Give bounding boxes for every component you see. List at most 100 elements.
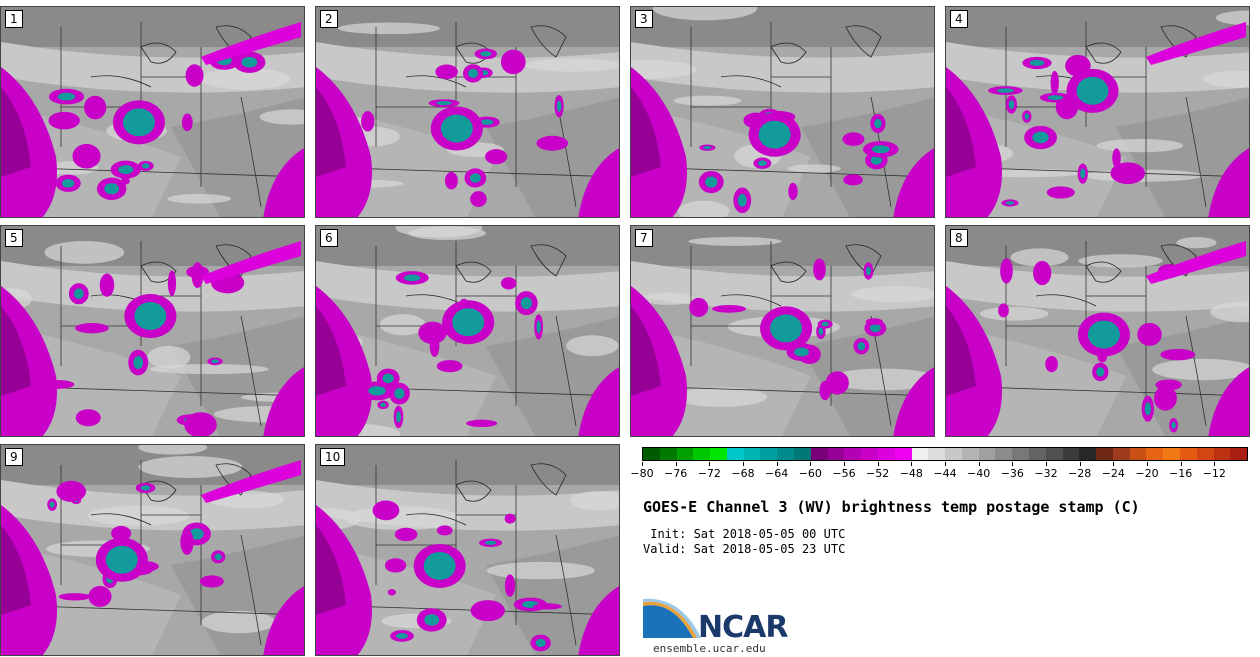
wv-map [1, 226, 304, 436]
colorbar-swatch [726, 448, 744, 460]
colorbar-tick-label: −52 [866, 467, 890, 480]
map-panel: 7 [630, 225, 935, 437]
colorbar-swatch [743, 448, 761, 460]
map-panel: 5 [0, 225, 305, 437]
colorbar-tick [911, 462, 913, 466]
colorbar-tick-label: −64 [765, 467, 789, 480]
colorbar-tick-label: −44 [933, 467, 957, 480]
panel-number: 8 [950, 229, 968, 247]
colorbar-tick [776, 462, 778, 466]
colorbar-tick-label: −36 [1000, 467, 1024, 480]
map-panel: 6 [315, 225, 620, 437]
colorbar-swatch [894, 448, 912, 460]
colorbar-ticks: −80 −76 −72 −68 −64 −60 −56 −52 −48 −44 −40 −36 −32−… [630, 462, 1248, 482]
colorbar-swatch [827, 448, 845, 460]
colorbar-tick [810, 462, 812, 466]
colorbar-tick-label: −72 [697, 467, 721, 480]
colorbar-swatch [794, 448, 811, 460]
colorbar-swatch [928, 448, 946, 460]
wv-map [631, 226, 934, 436]
colorbar-swatch [1012, 448, 1029, 460]
colorbar-tick [642, 462, 643, 466]
map-panel: 4 [945, 6, 1250, 218]
ncar-logo-text: NCAR [698, 610, 788, 645]
colorbar-tick-label: −80 [630, 467, 654, 480]
colorbar-tick-label: −32 [1034, 467, 1058, 480]
colorbar-tick [844, 462, 845, 466]
panel-number: 7 [635, 229, 653, 247]
colorbar-swatch [978, 448, 996, 460]
colorbar-swatch [877, 448, 895, 460]
colorbar-swatch [1129, 448, 1147, 460]
colorbar-tick-label: −40 [967, 467, 991, 480]
colorbar-swatch [1230, 448, 1248, 460]
map-panel: 8 [945, 225, 1250, 437]
colorbar-tick-label: −20 [1135, 467, 1159, 480]
panel-number: 6 [320, 229, 338, 247]
colorbar-swatch [1112, 448, 1130, 460]
colorbar-swatch [1079, 448, 1097, 460]
map-panel: 9 [0, 444, 305, 656]
map-panel: 2 [315, 6, 620, 218]
colorbar-tick-label: −60 [798, 467, 822, 480]
colorbar [642, 447, 1248, 461]
site-url: ensemble.ucar.edu [653, 642, 766, 655]
colorbar-tick [709, 462, 711, 466]
colorbar-swatch [643, 448, 660, 460]
colorbar-swatch [760, 448, 778, 460]
colorbar-swatch [659, 448, 677, 460]
colorbar-tick [675, 462, 677, 466]
map-panel: 10 [315, 444, 620, 656]
colorbar-swatch [676, 448, 694, 460]
colorbar-tick [1113, 462, 1115, 466]
wv-map [316, 226, 619, 436]
wv-map [316, 7, 619, 217]
panel-number: 4 [950, 10, 968, 28]
colorbar-swatch [1213, 448, 1231, 460]
panel-number: 2 [320, 10, 338, 28]
colorbar-swatch [1163, 448, 1180, 460]
panel-number: 10 [320, 448, 346, 466]
map-panel: 1 [0, 6, 305, 218]
colorbar-swatch [1045, 448, 1063, 460]
colorbar-tick [1046, 462, 1047, 466]
colorbar-tick-label: −68 [731, 467, 755, 480]
colorbar-tick [743, 462, 744, 466]
colorbar-tick [1079, 462, 1081, 466]
page-title: GOES-E Channel 3 (WV) brightness temp po… [643, 498, 1140, 516]
colorbar-swatch [1146, 448, 1164, 460]
colorbar-swatch [693, 448, 711, 460]
colorbar-tick-label: −16 [1169, 467, 1193, 480]
colorbar-tick [945, 462, 946, 466]
panel-number: 1 [5, 10, 23, 28]
map-panel: 3 [630, 6, 935, 218]
colorbar-swatch [1062, 448, 1080, 460]
colorbar-swatch [995, 448, 1013, 460]
colorbar-swatch [1196, 448, 1214, 460]
colorbar-swatch [1028, 448, 1046, 460]
colorbar-swatch [911, 448, 929, 460]
valid-time: Valid: Sat 2018-05-05 23 UTC [643, 542, 846, 556]
panel-number: 9 [5, 448, 23, 466]
wv-map [631, 7, 934, 217]
colorbar-swatch [844, 448, 862, 460]
colorbar-tick-label: −56 [832, 467, 856, 480]
colorbar-tick [1147, 462, 1148, 466]
colorbar-swatch [861, 448, 878, 460]
colorbar-tick [1012, 462, 1014, 466]
colorbar-swatch [710, 448, 727, 460]
colorbar-swatch [1180, 448, 1197, 460]
colorbar-swatch [810, 448, 828, 460]
panel-number: 3 [635, 10, 653, 28]
colorbar-tick-label: −28 [1068, 467, 1092, 480]
wv-map [1, 7, 304, 217]
ncar-logo-icon [643, 598, 701, 638]
wv-map [1, 445, 304, 655]
colorbar-swatch [1096, 448, 1113, 460]
colorbar-tick [1180, 462, 1182, 466]
panel-number: 5 [5, 229, 23, 247]
colorbar-tick-label: −76 [664, 467, 688, 480]
colorbar-tick [978, 462, 980, 466]
init-time: Init: Sat 2018-05-05 00 UTC [643, 527, 846, 541]
colorbar-swatch [945, 448, 962, 460]
